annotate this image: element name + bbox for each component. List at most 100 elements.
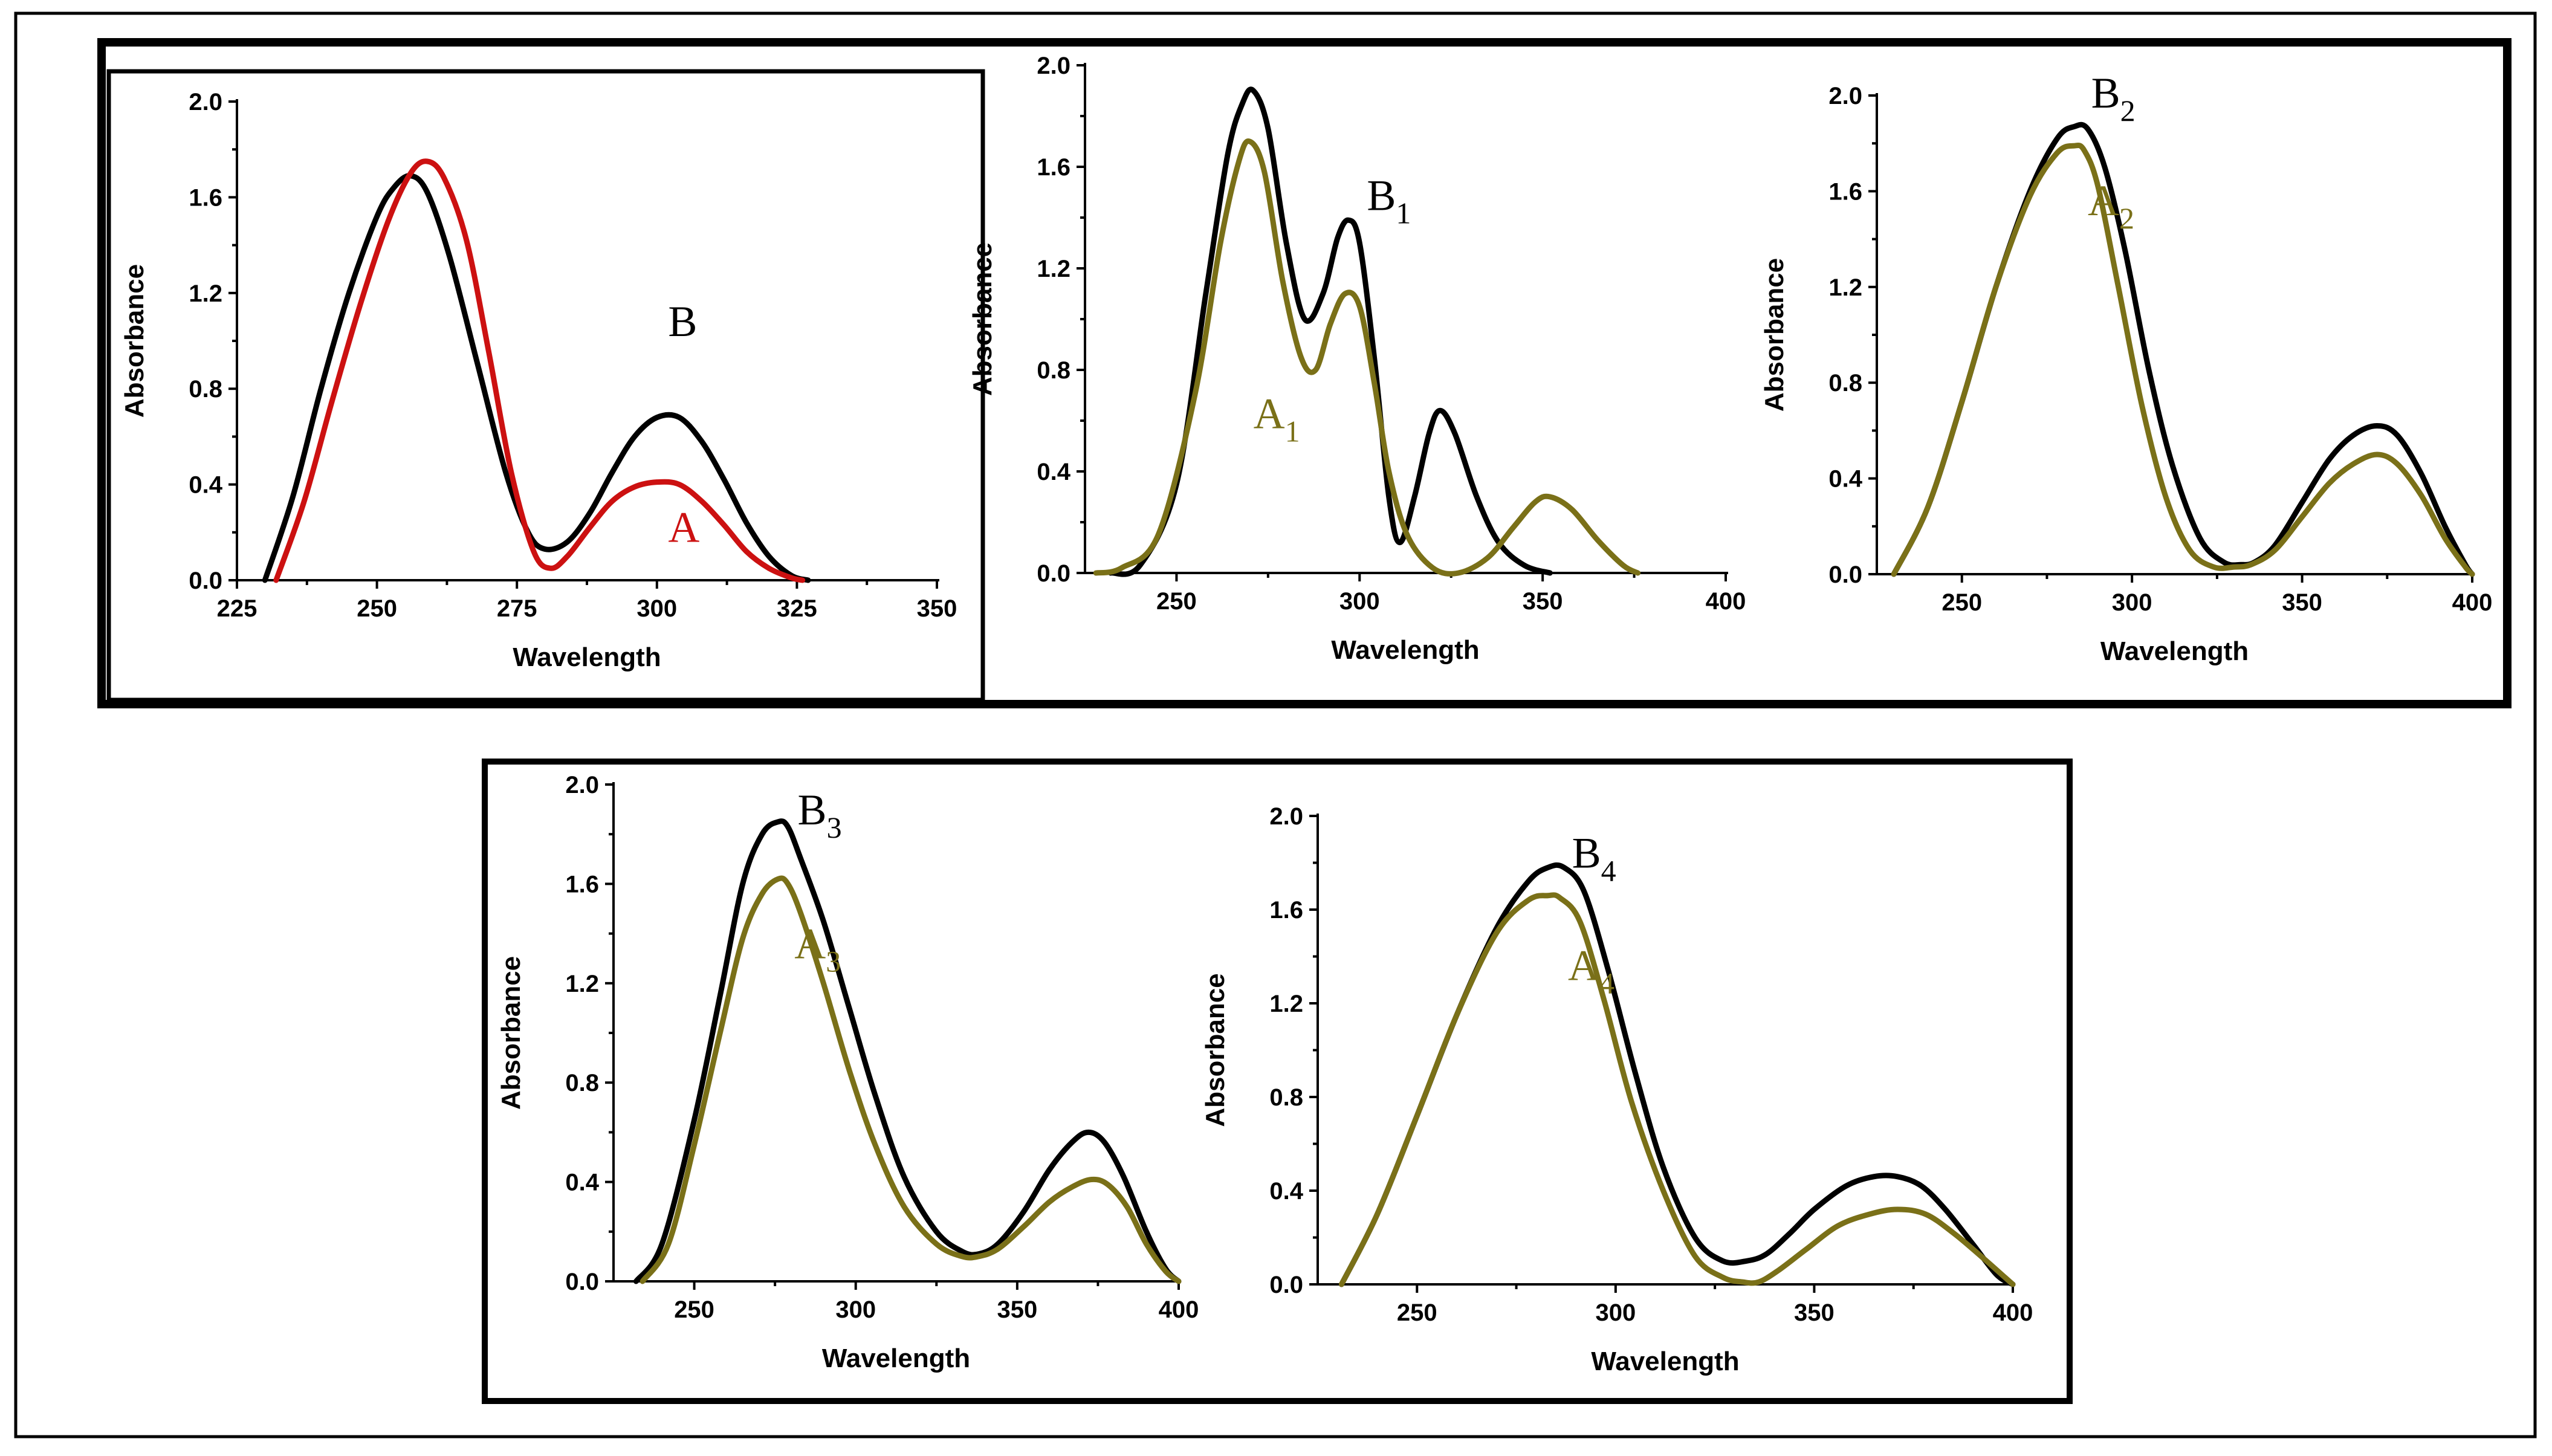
x-tick-label: 400 [2452, 589, 2493, 616]
x-axis-title: Wavelength [1591, 1347, 1739, 1376]
curve-label-subscript: 3 [827, 811, 842, 844]
curve-label-A4: A4 [1568, 941, 1614, 1000]
curve-label-letter: A [2088, 176, 2119, 225]
chart-panels: 0.0 0.4 0.8 1.2 1.6 2.0 225 250 275 300 325 350 Wave… [120, 53, 2492, 1376]
y-axis-title: Absorbance [120, 264, 149, 418]
y-tick-label: 1.2 [565, 971, 599, 997]
x-tick-label: 300 [1595, 1299, 1636, 1326]
curve-label-letter: A [794, 920, 826, 968]
x-tick-label: 275 [497, 595, 537, 622]
x-axis-title: Wavelength [2100, 636, 2249, 666]
curve-label-letter: B [1367, 171, 1396, 219]
curve-label-subscript: 3 [826, 945, 841, 979]
curve-label-subscript: 1 [1396, 196, 1411, 230]
y-axis-title: Absorbance [496, 956, 526, 1110]
chart-panel-4: 0.0 0.4 0.8 1.2 1.6 2.0 250 300 350 400 Wavelength… [496, 772, 1199, 1373]
curve-label-subscript: 4 [1601, 853, 1616, 887]
y-tick-label: 1.6 [565, 871, 599, 898]
y-tick-label: 1.6 [1037, 154, 1070, 181]
y-axis-title: Absorbance [1760, 258, 1789, 412]
series-line-A4 [1338, 892, 2016, 1287]
panel-1-frame [106, 69, 985, 702]
y-tick-label: 0.8 [565, 1070, 599, 1096]
y-tick-label: 0.8 [1269, 1084, 1303, 1111]
y-axis-title: Absorbance [1200, 973, 1230, 1127]
x-axis-title: Wavelength [822, 1344, 970, 1373]
curve-label-B3: B3 [798, 786, 842, 844]
y-tick-label: 1.2 [1037, 256, 1070, 282]
series-line-B3 [633, 818, 1182, 1284]
curve-label-B4: B4 [1572, 829, 1616, 887]
curve-label-subscript: 1 [1285, 415, 1300, 448]
x-axis-title: Wavelength [1331, 635, 1479, 665]
y-axis-title: Absorbance [968, 242, 997, 396]
curve-label-A1: A1 [1254, 390, 1300, 448]
x-tick-label: 350 [917, 595, 957, 622]
curve-label-B2: B2 [2091, 69, 2136, 128]
y-tick-label: 2.0 [189, 89, 222, 115]
curve-label-A: A [668, 503, 699, 552]
chart-panel-3: 0.0 0.4 0.8 1.2 1.6 2.0 250 300 350 400 Wavelength… [1760, 69, 2492, 666]
x-tick-label: 400 [1706, 588, 1746, 615]
y-tick-label: 0.4 [189, 472, 222, 499]
curve-label-subscript: 4 [1599, 966, 1614, 1000]
curve-label-B: B [668, 297, 697, 346]
curve-label-letter: A [1568, 941, 1599, 989]
x-tick-label: 400 [1993, 1299, 2033, 1326]
curve-label-letter: A [668, 503, 699, 552]
curve-label-A3: A3 [794, 920, 841, 979]
curve-label-letter: B [1572, 829, 1601, 877]
x-tick-label: 325 [777, 595, 817, 622]
bottom-row-frame [482, 759, 2073, 1404]
x-tick-label: 250 [357, 595, 397, 622]
curve-label-letter: B [798, 786, 827, 834]
x-tick-label: 300 [636, 595, 677, 622]
y-tick-label: 0.0 [1269, 1272, 1303, 1298]
y-tick-label: 0.4 [1828, 466, 1862, 493]
series-line-B1 [1107, 86, 1553, 577]
series-line-A [273, 158, 806, 583]
x-tick-label: 350 [1794, 1299, 1835, 1326]
chart-panel-1: 0.0 0.4 0.8 1.2 1.6 2.0 225 250 275 300 325 350 Wave… [120, 89, 957, 672]
y-tick-label: 0.8 [1037, 357, 1070, 384]
curve-label-B1: B1 [1367, 171, 1411, 230]
y-tick-label: 0.0 [565, 1269, 599, 1295]
x-tick-label: 300 [835, 1296, 876, 1323]
y-tick-label: 1.2 [1269, 991, 1303, 1017]
x-tick-label: 250 [1397, 1299, 1437, 1326]
x-tick-label: 350 [1523, 588, 1563, 615]
x-tick-label: 300 [2112, 589, 2152, 616]
x-tick-label: 400 [1159, 1296, 1199, 1323]
x-axis-title: Wavelength [513, 642, 661, 672]
x-tick-label: 250 [1942, 589, 1982, 616]
y-tick-label: 0.0 [1037, 560, 1070, 587]
y-tick-label: 0.8 [189, 376, 222, 403]
y-tick-label: 1.6 [1828, 178, 1862, 205]
x-tick-label: 250 [674, 1296, 714, 1323]
x-tick-label: 250 [1156, 588, 1197, 615]
x-tick-label: 225 [217, 595, 257, 622]
y-tick-label: 2.0 [1269, 803, 1303, 830]
series-line-A3 [640, 875, 1182, 1284]
chart-panel-5: 0.0 0.4 0.8 1.2 1.6 2.0 250 300 350 400 Wavelength… [1200, 803, 2033, 1376]
curve-label-letter: B [2091, 69, 2120, 117]
series-line-A2 [1891, 142, 2475, 577]
y-tick-label: 1.6 [189, 184, 222, 211]
x-tick-label: 300 [1339, 588, 1380, 615]
y-tick-label: 1.2 [189, 280, 222, 307]
y-tick-label: 0.8 [1828, 370, 1862, 396]
y-tick-label: 1.6 [1269, 897, 1303, 924]
y-tick-label: 0.4 [1269, 1178, 1303, 1205]
curve-label-subscript: 2 [2120, 94, 2136, 128]
y-tick-label: 2.0 [565, 772, 599, 798]
y-tick-label: 1.2 [1828, 274, 1862, 301]
top-row-frame [97, 38, 2512, 708]
curve-label-A2: A2 [2088, 176, 2134, 235]
outer-frame [14, 11, 2537, 1438]
y-tick-label: 2.0 [1037, 53, 1070, 79]
x-tick-label: 350 [997, 1296, 1037, 1323]
y-tick-label: 0.0 [189, 568, 222, 594]
curve-label-letter: A [1254, 390, 1285, 438]
